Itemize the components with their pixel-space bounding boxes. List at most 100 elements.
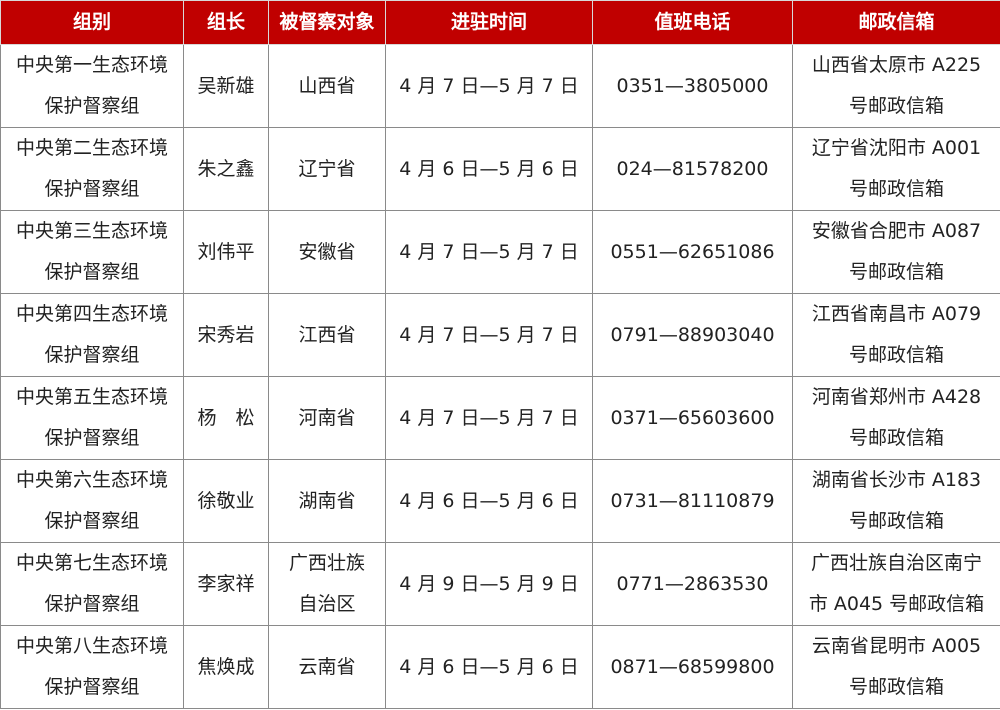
group-cell-line: 中央第二生态环境 <box>15 137 168 159</box>
leader-cell: 宋秀岩 <box>183 293 269 377</box>
target-cell-line: 安徽省 <box>298 240 356 263</box>
period-cell: 4 月 6 日—5 月 6 日 <box>385 625 593 709</box>
target-cell: 云南省 <box>268 625 386 709</box>
header-row: 组别 组长 被督察对象 进驻时间 值班电话 邮政信箱 <box>0 0 1000 45</box>
mailbox-cell-line: 号邮政信箱 <box>848 427 944 449</box>
mailbox-cell: 辽宁省沈阳市 A001 号邮政信箱 <box>792 127 1000 211</box>
mailbox-cell: 安徽省合肥市 A087 号邮政信箱 <box>792 210 1000 294</box>
phone-cell: 0771—2863530 <box>592 542 793 626</box>
mailbox-cell: 江西省南昌市 A079 号邮政信箱 <box>792 293 1000 377</box>
group-cell-line: 保护督察组 <box>44 510 140 532</box>
period-cell: 4 月 7 日—5 月 7 日 <box>385 210 593 294</box>
phone-cell: 0371—65603600 <box>592 376 793 460</box>
group-cell-line: 中央第六生态环境 <box>15 469 168 491</box>
phone-cell: 0351—3805000 <box>592 44 793 128</box>
group-cell: 中央第七生态环境 保护督察组 <box>0 542 184 626</box>
target-cell-line: 辽宁省 <box>298 157 356 180</box>
leader-cell: 朱之鑫 <box>183 127 269 211</box>
mailbox-cell-line: 河南省郑州市 A428 <box>811 386 982 408</box>
mailbox-cell: 云南省昆明市 A005 号邮政信箱 <box>792 625 1000 709</box>
group-cell-line: 中央第四生态环境 <box>15 303 168 325</box>
mailbox-cell: 山西省太原市 A225 号邮政信箱 <box>792 44 1000 128</box>
mailbox-cell-line: 安徽省合肥市 A087 <box>811 220 982 242</box>
period-cell: 4 月 6 日—5 月 6 日 <box>385 459 593 543</box>
group-cell-line: 中央第一生态环境 <box>15 54 168 76</box>
mailbox-cell: 湖南省长沙市 A183 号邮政信箱 <box>792 459 1000 543</box>
mailbox-cell-line: 江西省南昌市 A079 <box>811 303 982 325</box>
target-cell-line: 山西省 <box>298 74 356 97</box>
group-cell-line: 保护督察组 <box>44 676 140 698</box>
target-cell-line: 自治区 <box>298 593 356 615</box>
mailbox-cell-line: 市 A045 号邮政信箱 <box>808 593 985 615</box>
target-cell: 山西省 <box>268 44 386 128</box>
phone-cell: 0871—68599800 <box>592 625 793 709</box>
header-group: 组别 <box>0 0 184 45</box>
table-row: 中央第五生态环境 保护督察组杨 松河南省 4 月 7 日—5 月 7 日 0371—6… <box>0 376 1000 460</box>
period-cell: 4 月 7 日—5 月 7 日 <box>385 376 593 460</box>
group-cell-line: 保护督察组 <box>44 95 140 117</box>
group-cell-line: 中央第七生态环境 <box>15 552 168 574</box>
group-cell-line: 保护督察组 <box>44 178 140 200</box>
phone-cell: 0731—81110879 <box>592 459 793 543</box>
header-leader: 组长 <box>183 0 269 45</box>
period-cell: 4 月 7 日—5 月 7 日 <box>385 44 593 128</box>
period-cell: 4 月 9 日—5 月 9 日 <box>385 542 593 626</box>
group-cell-line: 中央第八生态环境 <box>15 635 168 657</box>
header-mailbox: 邮政信箱 <box>792 0 1000 45</box>
target-cell: 湖南省 <box>268 459 386 543</box>
mailbox-cell: 广西壮族自治区南宁市 A045 号邮政信箱 <box>792 542 1000 626</box>
mailbox-cell-line: 湖南省长沙市 A183 <box>811 469 982 491</box>
period-cell: 4 月 6 日—5 月 6 日 <box>385 127 593 211</box>
group-cell: 中央第一生态环境 保护督察组 <box>0 44 184 128</box>
target-cell: 河南省 <box>268 376 386 460</box>
header-phone: 值班电话 <box>592 0 793 45</box>
group-cell-line: 保护督察组 <box>44 344 140 366</box>
mailbox-cell-line: 山西省太原市 A225 <box>811 54 982 76</box>
table-row: 中央第三生态环境 保护督察组 刘伟平 安徽省 4 月 7 日—5 月 7 日 0551—6… <box>0 210 1000 294</box>
mailbox-cell-line: 号邮政信箱 <box>848 178 944 200</box>
mailbox-cell-line: 云南省昆明市 A005 <box>811 635 982 657</box>
mailbox-cell-line: 号邮政信箱 <box>848 95 944 117</box>
table-row: 中央第七生态环境 保护督察组 李家祥 广西壮族 自治区 4 月 9 日—5 月 9 日 07… <box>0 542 1000 626</box>
mailbox-cell-line: 号邮政信箱 <box>848 676 944 698</box>
target-cell: 辽宁省 <box>268 127 386 211</box>
group-cell-line: 中央第五生态环境 <box>15 386 168 408</box>
target-cell-line: 云南省 <box>298 655 356 678</box>
mailbox-cell-line: 号邮政信箱 <box>848 344 944 366</box>
group-cell-line: 保护督察组 <box>44 261 140 283</box>
header-target: 被督察对象 <box>268 0 386 45</box>
group-cell-line: 保护督察组 <box>44 427 140 449</box>
group-cell: 中央第三生态环境 保护督察组 <box>0 210 184 294</box>
table-row: 中央第八生态环境 保护督察组 焦焕成 云南省 4 月 6 日—5 月 6 日 0871—6… <box>0 625 1000 709</box>
leader-cell: 吴新雄 <box>183 44 269 128</box>
phone-cell: 0791—88903040 <box>592 293 793 377</box>
target-cell-line: 江西省 <box>298 323 356 346</box>
mailbox-cell-line: 广西壮族自治区南宁 <box>810 552 982 574</box>
target-cell: 广西壮族 自治区 <box>268 542 386 626</box>
table-row: 中央第二生态环境 保护督察组 朱之鑫 辽宁省 4 月 6 日—5 月 6 日 024—81… <box>0 127 1000 211</box>
phone-cell: 0551—62651086 <box>592 210 793 294</box>
group-cell: 中央第八生态环境 保护督察组 <box>0 625 184 709</box>
phone-cell: 024—81578200 <box>592 127 793 211</box>
mailbox-cell-line: 辽宁省沈阳市 A001 <box>811 137 982 159</box>
leader-cell: 焦焕成 <box>183 625 269 709</box>
group-cell-line: 中央第三生态环境 <box>15 220 168 242</box>
target-cell: 江西省 <box>268 293 386 377</box>
mailbox-cell-line: 号邮政信箱 <box>848 510 944 532</box>
leader-cell: 刘伟平 <box>183 210 269 294</box>
leader-cell: 杨 松 <box>183 376 269 460</box>
group-cell: 中央第五生态环境 保护督察组 <box>0 376 184 460</box>
mailbox-cell: 河南省郑州市 A428 号邮政信箱 <box>792 376 1000 460</box>
mailbox-cell-line: 号邮政信箱 <box>848 261 944 283</box>
group-cell: 中央第二生态环境 保护督察组 <box>0 127 184 211</box>
target-cell-line: 广西壮族 <box>288 552 365 574</box>
table-row: 中央第四生态环境 保护督察组 宋秀岩 江西省 4 月 7 日—5 月 7 日 0791—8… <box>0 293 1000 377</box>
period-cell: 4 月 7 日—5 月 7 日 <box>385 293 593 377</box>
group-cell-line: 保护督察组 <box>44 593 140 615</box>
group-cell: 中央第六生态环境 保护督察组 <box>0 459 184 543</box>
target-cell-line: 湖南省 <box>298 489 356 512</box>
target-cell: 安徽省 <box>268 210 386 294</box>
group-cell: 中央第四生态环境 保护督察组 <box>0 293 184 377</box>
leader-cell: 李家祥 <box>183 542 269 626</box>
